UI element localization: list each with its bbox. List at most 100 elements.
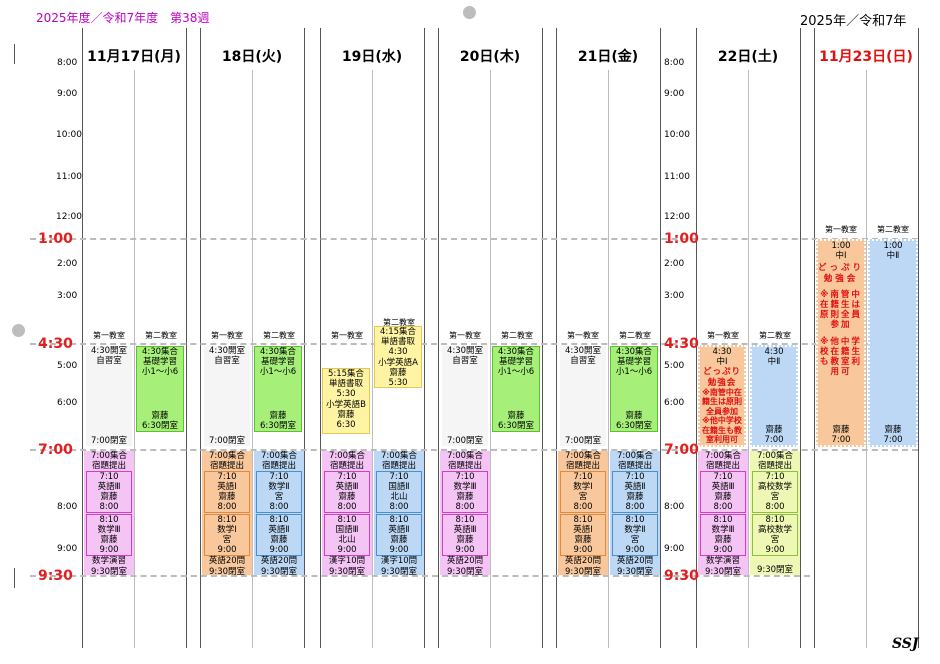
event-dopuri: 4:30 中Ⅱ 齋藤 7:00 (750, 345, 798, 447)
column-line (800, 28, 801, 648)
room-divider (608, 70, 609, 648)
column-line (542, 28, 543, 648)
room-divider (134, 70, 135, 648)
column-line (556, 28, 557, 648)
event-evening: 7:00集合 宿題提出 7:10 国語Ⅱ 北山 8:00 8:10 英語Ⅱ 齋藤 9:00 漢… (374, 451, 424, 575)
event-kiso: 4:30集合 基礎学習 小1～小6 齋藤 6:30閉室 (254, 346, 302, 432)
time-label-big: 4:30 (38, 336, 73, 352)
event-jishu: 4:30開室 自習室 7:00閉室 (204, 346, 250, 446)
event-evening: 7:00集合 宿題提出 7:10 英語Ⅲ 齋藤 8:00 8:10 数学Ⅲ 齋藤 9:00 数… (84, 451, 134, 575)
room-label: 第二教室 (501, 331, 533, 340)
time-label: 9:00 (57, 89, 78, 99)
event-evening: 7:00集合 宿題提出 7:10 英語Ⅱ 齋藤 8:00 8:10 数学Ⅱ 宮 9:00 英語… (610, 451, 660, 575)
column-line (696, 28, 697, 648)
week-label: 2025年度／令和7年度 第38週 (36, 11, 210, 25)
event-kiso: 4:30集合 基礎学習 小1～小6 齋藤 6:30閉室 (136, 346, 184, 432)
signature: SSJ (892, 636, 919, 652)
room-divider (490, 70, 491, 648)
room-divider (866, 70, 867, 648)
event-evening: 7:00集合 宿題提出 7:10 英語Ⅲ 齋藤 8:00 8:10 国語Ⅲ 北山 9:00 漢… (322, 451, 372, 575)
time-label: 9:00 (57, 544, 78, 554)
room-label: 第一教室 (449, 331, 481, 340)
event-jishu: 4:30開室 自習室 7:00閉室 (442, 346, 488, 446)
day-title-wed: 19日(水) (341, 49, 403, 65)
room-divider (372, 70, 373, 648)
time-label: 2:00 (57, 259, 78, 269)
time-label: 5:00 (57, 361, 78, 371)
room-label: 第一教室 (211, 331, 243, 340)
day-title-sun: 11月23日(日) (819, 49, 913, 65)
column-line (320, 28, 321, 648)
event-evening: 7:00集合 宿題提出 7:10 数学Ⅱ 宮 8:00 8:10 英語Ⅱ 齋藤 9:00 英語… (254, 451, 304, 575)
event-evening: 7:00集合 宿題提出 7:10 数学Ⅲ 齋藤 8:00 8:10 英語Ⅲ 齋藤 9:00 英… (440, 451, 490, 575)
time-label-big: 9:30 (664, 568, 699, 584)
column-line (186, 28, 187, 648)
time-label: 12:00 (664, 212, 690, 222)
year-label: 2025年／令和7年 (800, 14, 907, 29)
day-title-tue: 18日(火) (221, 49, 283, 65)
room-label: 第二教室 (383, 318, 415, 327)
event-evening: 7:00集合 宿題提出 7:10 英語Ⅰ 齋藤 8:00 8:10 数学Ⅰ 宮 9:00 英語… (202, 451, 252, 575)
column-line (814, 28, 815, 648)
time-label: 8:00 (664, 502, 685, 512)
time-line-700 (30, 449, 918, 451)
punch-hole-icon (463, 6, 476, 19)
time-label: 9:00 (664, 544, 685, 554)
day-title-fri: 21日(金) (577, 49, 639, 65)
time-label: 8:00 (664, 58, 685, 68)
room-label: 第一教室 (567, 331, 599, 340)
room-label: 第一教室 (93, 331, 125, 340)
time-label: 3:00 (664, 291, 685, 301)
time-label: 11:00 (56, 172, 82, 182)
event-evening: 7:00集合 宿題提出 7:10 高校数学宮 8:00 8:10 高校数学宮 9:00 9… (750, 451, 800, 575)
room-label: 第二教室 (145, 331, 177, 340)
event-sho-eigo-a: 4:15集合 単語書取 4:30 小学英語A 齋藤 5:30 (374, 326, 422, 388)
room-divider (252, 70, 253, 648)
room-label: 第一教室 (331, 331, 363, 340)
time-label: 11:00 (664, 172, 690, 182)
column-line (424, 28, 425, 648)
time-label: 12:00 (56, 212, 82, 222)
column-line (304, 28, 305, 648)
time-label: 5:00 (664, 361, 685, 371)
time-label: 8:00 (57, 502, 78, 512)
time-label: 3:00 (57, 291, 78, 301)
time-label: 2:00 (664, 259, 685, 269)
event-dopuri: 1:00 中Ⅱ 齋藤 7:00 (868, 239, 918, 447)
event-kiso: 4:30集合 基礎学習 小1～小6 齋藤 6:30閉室 (492, 346, 540, 432)
room-label: 第二教室 (619, 331, 651, 340)
day-title-thu: 20日(木) (459, 49, 521, 65)
event-jishu: 4:30開室 自習室 7:00閉室 (560, 346, 606, 446)
time-label-big: 9:30 (38, 568, 73, 584)
day-title-sat: 22日(土) (717, 49, 779, 65)
room-label: 第二教室 (877, 225, 909, 234)
event-jishu: 4:30開室 自習室 7:00閉室 (86, 346, 132, 446)
room-label: 第一教室 (825, 225, 857, 234)
column-line (200, 28, 201, 648)
room-label: 第二教室 (263, 331, 295, 340)
time-label: 10:00 (56, 130, 82, 140)
time-label: 9:00 (664, 89, 685, 99)
time-line-930 (30, 575, 810, 577)
event-evening: 7:00集合 宿題提出 7:10 数学Ⅰ 宮 8:00 8:10 英語Ⅰ 齋藤 9:00 英語… (558, 451, 608, 575)
punch-hole-icon (12, 324, 25, 337)
event-sho-eigo-b: 5:15集合 単語書取 5:30 小学英語B 齋藤 6:30 (322, 368, 370, 434)
event-dopuri: 1:00 中Ⅰ どっぷり勉強会 ※南管中在籍生は原則全員参加 ※他中学校在籍生も教… (816, 239, 866, 447)
column-line (660, 28, 661, 648)
time-line-100 (30, 238, 918, 240)
time-label: 10:00 (664, 130, 690, 140)
time-line-430 (30, 343, 918, 345)
time-label-big: 1:00 (38, 231, 73, 247)
event-evening: 7:00集合 宿題提出 7:10 英語Ⅲ 齋藤 8:00 8:10 数学Ⅲ 齋藤 9:00 数… (698, 451, 748, 575)
column-line (438, 28, 439, 648)
day-title-mon: 11月17日(月) (87, 49, 181, 65)
room-divider (748, 70, 749, 648)
column-line (82, 28, 83, 648)
column-line (918, 28, 919, 648)
time-label-big: 1:00 (664, 231, 699, 247)
time-label-big: 7:00 (664, 442, 699, 458)
time-label: 6:00 (57, 398, 78, 408)
room-label: 第二教室 (759, 331, 791, 340)
event-dopuri: 4:30 中Ⅰ どっぷり勉強会 ※南管中在籍生は原則全員参加 ※他中学校在籍生も教… (698, 345, 746, 447)
time-label-big: 4:30 (664, 336, 699, 352)
